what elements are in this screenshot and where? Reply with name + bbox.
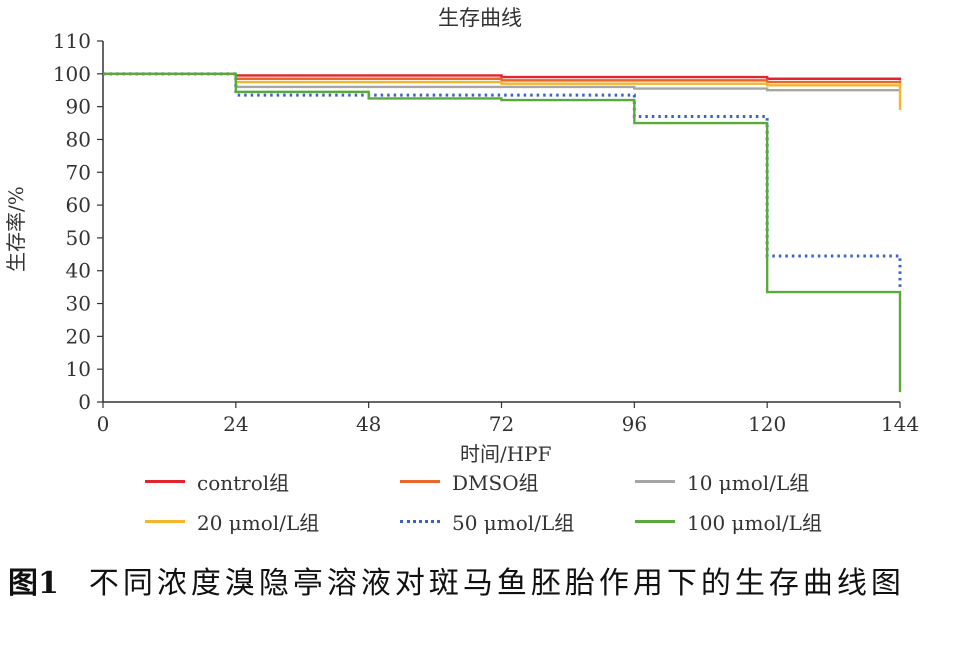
y-tick-label: 100 [53,62,91,86]
y-axis-label: 生存率/% [4,186,28,272]
legend-item: control组 [145,467,289,496]
y-tick-label: 30 [66,292,91,316]
legend-label: 20 μmol/L组 [197,511,320,535]
y-tick-label: 110 [53,29,91,53]
caption-label: 图1 [8,566,59,601]
y-tick-label: 90 [66,95,91,119]
x-tick-label: 144 [881,412,919,436]
legend-item: 10 μmol/L组 [635,467,809,496]
y-tick-label: 60 [66,193,91,217]
chart-title: 生存曲线 [438,6,522,30]
legend-item: 50 μmol/L组 [400,507,574,536]
y-tick-label: 40 [66,259,91,283]
y-tick-label: 20 [66,324,91,348]
axes: 0 10 20 30 40 50 60 70 80 90 100 110 0 24 48 72 96 120 144 [53,29,919,436]
legend-label: 100 μmol/L组 [687,511,822,535]
x-tick-label: 96 [622,412,647,436]
x-tick-label: 0 [97,412,110,436]
legend-swatch [400,480,440,483]
legend-swatch [635,520,675,523]
legend-label: 10 μmol/L组 [687,471,810,495]
legend-swatch [635,480,675,483]
series-line-5 [103,72,902,393]
x-axis-label: 时间/HPF [460,442,552,466]
legend-label: control组 [197,471,290,495]
legend: control组 DMSO组 10 μmol/L组 20 μmol/L组 50 μmol… [145,467,935,547]
legend-swatch [145,480,185,483]
figure-caption: 图1 不同浓度溴隐亭溶液对斑马鱼胚胎作用下的生存曲线图 [8,560,953,608]
legend-item: 100 μmol/L组 [635,507,822,536]
legend-swatch [145,520,185,523]
y-tick-label: 80 [66,127,91,151]
x-tick-label: 24 [223,412,248,436]
legend-label: DMSO组 [452,471,539,495]
legend-item: DMSO组 [400,467,539,496]
x-tick-label: 120 [748,412,786,436]
x-tick-label: 48 [356,412,381,436]
caption-text: 不同浓度溴隐亭溶液对斑马鱼胚胎作用下的生存曲线图 [88,566,905,601]
series-line-4 [103,72,902,288]
y-tick-label: 70 [66,160,91,184]
y-tick-label: 0 [78,390,91,414]
legend-item: 20 μmol/L组 [145,507,319,536]
y-tick-label: 50 [66,226,91,250]
legend-swatch [400,520,440,523]
y-tick-label: 10 [66,357,91,381]
x-tick-label: 72 [489,412,514,436]
series-layer [103,72,902,393]
legend-label: 50 μmol/L组 [452,511,575,535]
